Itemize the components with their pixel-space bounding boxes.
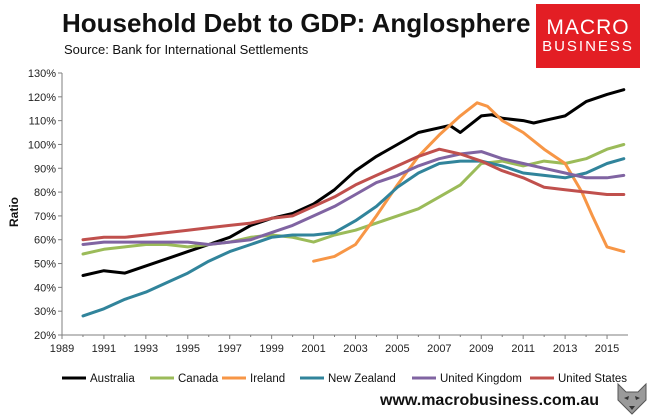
y-tick-label: 50%: [34, 259, 56, 271]
series-line-canada: [81, 143, 626, 256]
x-tick-label: 2001: [301, 343, 325, 355]
x-tick-label: 1995: [176, 343, 200, 355]
chart-subtitle: Source: Bank for International Settlemen…: [64, 42, 309, 57]
series-lines: [81, 88, 626, 318]
y-tick-label: 30%: [34, 306, 56, 318]
legend-label-ireland: Ireland: [250, 373, 285, 385]
x-tick-label: 1997: [217, 343, 241, 355]
y-tick-label: 40%: [34, 282, 56, 294]
y-axis-label: Ratio: [7, 197, 21, 227]
macro-business-logo: MACRO BUSINESS: [536, 4, 640, 68]
wolf-logo-icon: [617, 382, 647, 415]
x-tick-label: 2003: [343, 343, 367, 355]
y-tick-label: 130%: [28, 68, 56, 80]
chart-legend: Australia Canada Ireland New Zealand United …: [62, 373, 627, 385]
footer-url: www.macrobusiness.com.au: [380, 392, 600, 409]
legend-label-australia: Australia: [90, 373, 135, 385]
series-line-new-zealand: [81, 157, 626, 318]
logo-line-2: BUSINESS: [542, 38, 634, 56]
y-tick-label: 90%: [34, 163, 56, 175]
chart-title: Household Debt to GDP: Anglosphere: [62, 8, 531, 38]
y-tick-label: 60%: [34, 235, 56, 247]
legend-label-new-zealand: New Zealand: [328, 373, 396, 385]
series-line-united-kingdom: [81, 150, 626, 246]
x-tick-label: 1993: [134, 343, 158, 355]
series-line-ireland: [312, 101, 626, 263]
x-tick-label: 2015: [595, 343, 619, 355]
legend-label-united-states: United States: [558, 373, 627, 385]
series-line-united-states: [81, 147, 626, 242]
chart-axes: [58, 72, 628, 339]
x-tick-label: 1989: [50, 343, 74, 355]
legend-label-canada: Canada: [178, 373, 219, 385]
y-tick-labels: 20% 30% 40% 50% 60% 70% 80% 90% 100% 110% 120% 130%: [28, 68, 56, 342]
y-tick-label: 70%: [34, 211, 56, 223]
x-tick-labels: 1989 1991 1993 1995 1997 1999 2001 2003 2005 2007…: [50, 343, 620, 355]
legend-label-united-kingdom: United Kingdom: [440, 373, 522, 385]
y-tick-label: 100%: [28, 139, 56, 151]
x-tick-label: 2011: [511, 343, 535, 355]
x-tick-label: 2005: [385, 343, 409, 355]
x-tick-label: 2007: [427, 343, 451, 355]
x-tick-label: 1991: [92, 343, 116, 355]
x-tick-label: 1999: [259, 343, 283, 355]
y-tick-label: 120%: [28, 92, 56, 104]
x-tick-label: 2013: [553, 343, 577, 355]
x-tick-label: 2009: [469, 343, 493, 355]
y-tick-label: 80%: [34, 187, 56, 199]
y-tick-label: 20%: [34, 330, 56, 342]
y-tick-label: 110%: [29, 116, 57, 128]
series-line-australia: [81, 88, 626, 277]
logo-line-1: MACRO: [546, 16, 630, 40]
